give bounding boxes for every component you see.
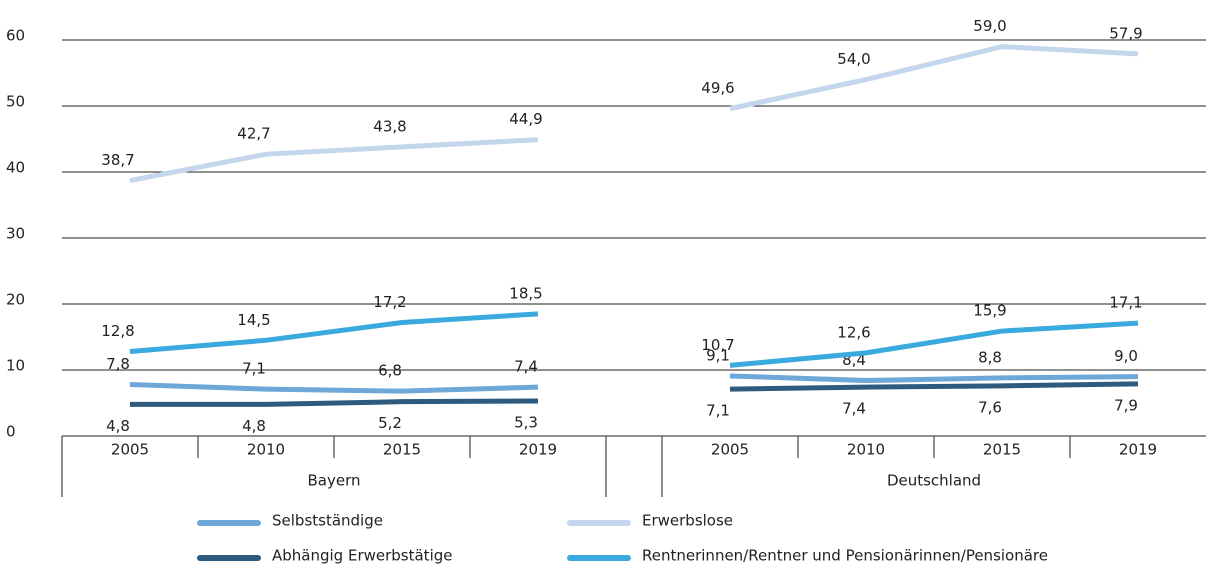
data-label: 9,1 [706, 346, 730, 364]
y-tick-label: 50 [6, 93, 25, 111]
x-tick-label: 2005 [711, 441, 749, 459]
series-line [729, 320, 1139, 368]
data-label: 38,7 [101, 151, 134, 169]
data-label: 49,6 [701, 79, 734, 97]
data-label: 7,4 [842, 400, 866, 418]
data-label: 7,1 [706, 402, 730, 420]
data-label: 18,5 [509, 284, 542, 302]
legend-label: Rentnerinnen/Rentner und Pensionärinnen/… [642, 547, 1048, 565]
data-label: 5,3 [514, 414, 538, 432]
series-line [129, 137, 539, 184]
x-tick-label: 2015 [383, 441, 421, 459]
data-label: 44,9 [509, 110, 542, 128]
series-line [729, 44, 1139, 112]
group-label: Bayern [308, 472, 361, 490]
series-line [729, 381, 1139, 392]
data-label: 7,1 [242, 360, 266, 378]
x-tick-label: 2019 [519, 441, 557, 459]
y-tick-label: 40 [6, 159, 25, 177]
legend-label: Selbstständige [272, 512, 383, 530]
data-label: 10,7 [701, 336, 734, 354]
x-tick-label: 2010 [247, 441, 285, 459]
y-tick-label: 20 [6, 291, 25, 309]
data-label: 4,8 [106, 417, 130, 435]
legend-label: Abhängig Erwerbstätige [272, 547, 452, 565]
x-tick-label: 2010 [847, 441, 885, 459]
y-tick-label: 60 [6, 27, 25, 45]
data-label: 8,8 [978, 348, 1002, 366]
data-label: 7,6 [978, 398, 1002, 416]
data-label: 5,2 [378, 414, 402, 432]
y-tick-label: 0 [6, 423, 16, 441]
data-label: 17,2 [373, 293, 406, 311]
x-tick-label: 2015 [983, 441, 1021, 459]
data-label: 12,6 [837, 323, 870, 341]
group-label: Deutschland [887, 472, 981, 490]
data-label: 7,9 [1114, 396, 1138, 414]
x-tick-label: 2019 [1119, 441, 1157, 459]
data-label: 42,7 [237, 125, 270, 143]
data-label: 7,4 [514, 358, 538, 376]
data-label: 4,8 [242, 417, 266, 435]
legend-label: Erwerbslose [642, 512, 733, 530]
data-label: 54,0 [837, 50, 870, 68]
data-label: 59,0 [973, 17, 1006, 35]
y-tick-label: 30 [6, 225, 25, 243]
data-label: 14,5 [237, 311, 270, 329]
series-line [129, 382, 539, 394]
y-tick-label: 10 [6, 357, 25, 375]
series-line [130, 398, 539, 407]
data-label: 57,9 [1109, 24, 1142, 42]
data-label: 9,0 [1114, 347, 1138, 365]
data-label: 15,9 [973, 302, 1006, 320]
x-tick-label: 2005 [111, 441, 149, 459]
series-line [129, 311, 539, 355]
data-label: 12,8 [101, 322, 134, 340]
data-label: 43,8 [373, 117, 406, 135]
data-label: 6,8 [378, 362, 402, 380]
series-line [729, 373, 1139, 384]
data-label: 17,1 [1109, 294, 1142, 312]
data-label: 7,8 [106, 355, 130, 373]
